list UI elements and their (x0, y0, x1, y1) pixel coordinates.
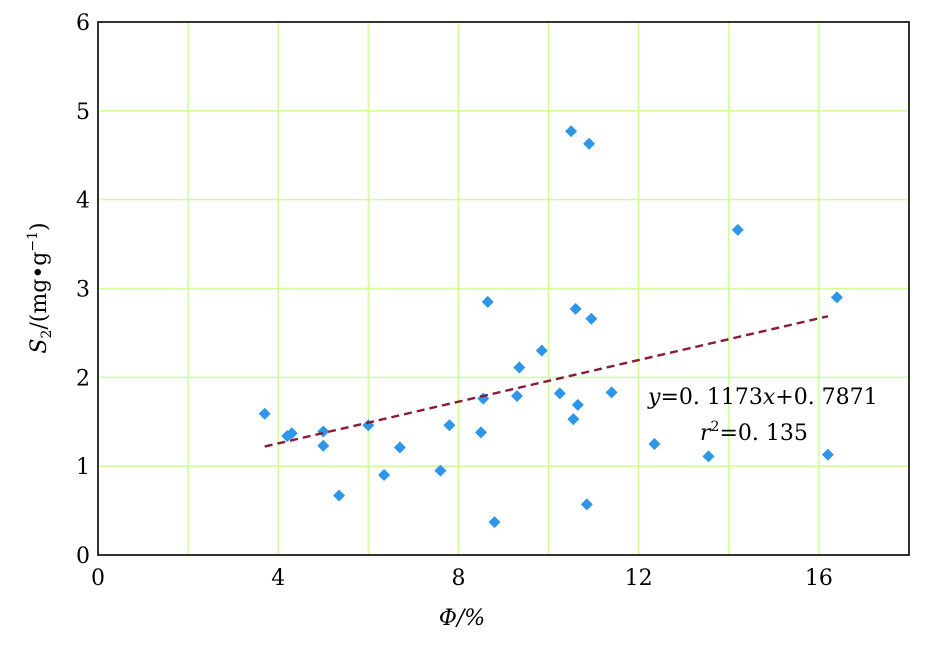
data-point (605, 386, 618, 399)
x-tick-label: 16 (805, 566, 833, 591)
data-point (702, 450, 715, 463)
y-tick-label: 2 (76, 366, 90, 391)
x-axis-var: Φ/% (439, 606, 485, 631)
data-point (648, 437, 661, 450)
x-tick-label: 4 (271, 566, 285, 591)
trend-line (264, 315, 829, 448)
data-point (513, 361, 526, 374)
eq-y-var: y (647, 385, 661, 410)
eq-x-var: x (763, 385, 776, 410)
y-tick-label: 1 (76, 455, 90, 480)
data-point (731, 223, 744, 236)
y-tick-label: 5 (76, 100, 90, 125)
data-point (567, 413, 580, 426)
eq-coef: =0. 1173 (660, 385, 762, 410)
data-point (443, 419, 456, 432)
y-axis-close: ) (27, 222, 52, 231)
data-point (585, 312, 598, 325)
data-point (565, 125, 578, 138)
data-point (488, 516, 501, 529)
data-point (474, 426, 487, 439)
data-point (583, 137, 596, 150)
y-tick-label: 0 (76, 544, 90, 569)
r2-value: =0. 135 (719, 421, 807, 446)
y-axis-var: S (27, 339, 52, 354)
data-point (571, 398, 584, 411)
y-tick-label: 6 (76, 11, 90, 36)
y-axis-label: S2/(mg•g−1) (25, 222, 55, 353)
eq-intercept: +0. 7871 (775, 385, 877, 410)
data-point (258, 407, 271, 420)
x-axis-label: Φ/% (439, 606, 485, 631)
data-point (285, 427, 298, 440)
y-tick-label: 4 (76, 189, 90, 214)
r-squared: r2=0. 135 (700, 419, 808, 446)
plot-frame (97, 21, 910, 556)
data-point (333, 489, 346, 502)
data-point (580, 498, 593, 511)
data-point (393, 441, 406, 454)
r2-sup: 2 (711, 419, 720, 435)
x-tick-label: 0 (91, 566, 105, 591)
data-point (317, 439, 330, 452)
grid-lines (98, 22, 909, 555)
y-axis-unit: /(mg•g (27, 252, 52, 330)
data-point (821, 448, 834, 461)
x-tick-label: 12 (625, 566, 653, 591)
regression-equation: y=0. 1173x+0. 7871 (647, 385, 878, 410)
y-tick-label: 3 (76, 278, 90, 303)
data-points (258, 125, 843, 529)
data-point (317, 425, 330, 438)
data-point (481, 295, 494, 308)
data-point (830, 291, 843, 304)
data-point (535, 344, 548, 357)
data-point (553, 387, 566, 400)
data-point (378, 469, 391, 482)
y-axis-sup: −1 (25, 231, 41, 252)
data-point (434, 464, 447, 477)
data-point (569, 302, 582, 315)
x-tick-label: 8 (451, 566, 465, 591)
y-axis-sub: 2 (39, 330, 55, 339)
r2-var: r (700, 421, 712, 446)
data-point (511, 389, 524, 402)
